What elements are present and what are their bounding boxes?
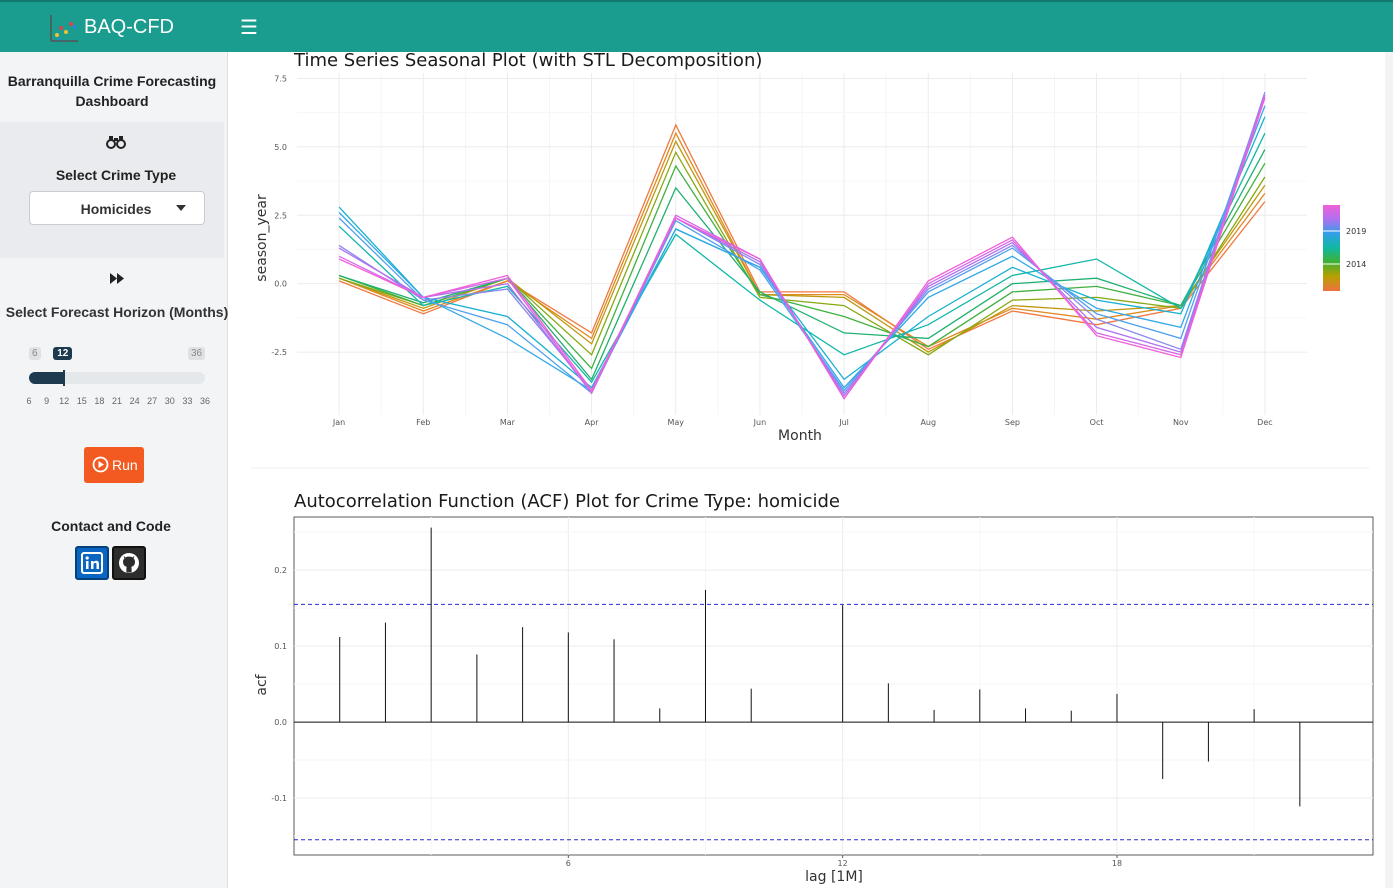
seasonal-x-tick-label: Feb bbox=[416, 418, 430, 427]
seasonal-series-line bbox=[338, 94, 1266, 395]
sidebar: Barranquilla Crime Forecasting Dashboard… bbox=[0, 52, 228, 888]
acf-y-tick-label: 0.0 bbox=[274, 718, 287, 727]
play-circle-icon bbox=[92, 456, 109, 473]
slider-tick-label: 18 bbox=[94, 396, 105, 406]
seasonal-y-tick-label: -2.5 bbox=[271, 348, 287, 357]
forecast-horizon-label: Select Forecast Horizon (Months) bbox=[5, 304, 229, 320]
binoculars-icon bbox=[106, 136, 126, 149]
seasonal-plot-title: Time Series Seasonal Plot (with STL Deco… bbox=[293, 52, 762, 71]
slider-tick-label: 33 bbox=[182, 396, 193, 406]
run-button[interactable]: Run bbox=[84, 447, 144, 483]
acf-x-tick-label: 18 bbox=[1112, 859, 1122, 868]
seasonal-x-tick-label: Jan bbox=[332, 418, 345, 427]
seasonal-legend-colorbar bbox=[1323, 205, 1340, 291]
seasonal-grid bbox=[297, 73, 1307, 415]
acf-grid bbox=[293, 516, 1374, 856]
acf-x-axis-label: lag [1M] bbox=[805, 869, 863, 885]
seasonal-x-tick-label: Dec bbox=[1257, 418, 1272, 427]
github-button[interactable] bbox=[112, 546, 146, 580]
slider-tick-label: 24 bbox=[129, 396, 140, 406]
seasonal-x-tick-label: Apr bbox=[585, 418, 600, 427]
dashboard-title: Barranquilla Crime Forecasting Dashboard bbox=[7, 73, 217, 109]
acf-panel bbox=[293, 516, 1374, 856]
slider-tick-label: 21 bbox=[111, 396, 123, 406]
seasonal-x-tick-label: Jul bbox=[838, 418, 849, 427]
acf-plot-title: Autocorrelation Function (ACF) Plot for … bbox=[294, 491, 840, 512]
acf-y-tick-label: 0.2 bbox=[274, 566, 287, 575]
seasonal-series-line bbox=[338, 105, 1266, 392]
slider-value-label: 12 bbox=[53, 347, 73, 360]
seasonal-y-tick-label: 7.5 bbox=[274, 74, 287, 83]
caret-down-icon bbox=[176, 205, 186, 211]
run-button-label: Run bbox=[112, 457, 138, 473]
crime-type-label: Select Crime Type bbox=[55, 167, 177, 183]
seasonal-x-tick-label: Mar bbox=[500, 418, 516, 427]
seasonal-x-tick-label: Jun bbox=[753, 418, 767, 427]
acf-y-tick-label: 0.1 bbox=[274, 642, 287, 651]
slider-tick-label: 27 bbox=[147, 396, 158, 406]
acf-x-tick-label: 12 bbox=[838, 859, 848, 868]
seasonal-y-tick-label: 2.5 bbox=[274, 211, 287, 220]
seasonal-legend-label: 2019 bbox=[1346, 227, 1366, 236]
hamburger-icon[interactable]: ☰ bbox=[240, 17, 258, 39]
seasonal-series-line bbox=[338, 116, 1266, 389]
slider-handle[interactable] bbox=[63, 370, 66, 386]
seasonal-x-tick-label: Sep bbox=[1005, 418, 1020, 427]
crime-type-panel: Select Crime Type Homicides bbox=[0, 122, 224, 258]
seasonal-x-tick-label: Aug bbox=[920, 418, 936, 427]
contact-heading: Contact and Code bbox=[51, 518, 171, 534]
seasonal-y-tick-label: 5.0 bbox=[274, 143, 287, 152]
acf-x-tick-label: 6 bbox=[566, 859, 571, 868]
app-title: BAQ-CFD bbox=[84, 16, 174, 38]
slider-tick-label: 30 bbox=[164, 396, 175, 406]
acf-plot: Autocorrelation Function (ACF) Plot for … bbox=[254, 491, 1374, 885]
seasonal-y-axis-label: season_year bbox=[254, 194, 270, 282]
seasonal-series-line bbox=[338, 97, 1266, 400]
slider-tick-label: 9 bbox=[44, 396, 50, 406]
slider-tick-label: 12 bbox=[59, 396, 70, 406]
slider-ticks: 6 9 12 15 18 21 24 27 30 33 36 bbox=[26, 396, 210, 406]
charts-canvas: Time Series Seasonal Plot (with STL Deco… bbox=[251, 52, 1374, 885]
page-scrollbar[interactable] bbox=[1385, 52, 1393, 888]
seasonal-x-axis-label: Month bbox=[778, 428, 822, 444]
chart-logo-icon bbox=[50, 15, 78, 42]
linkedin-icon bbox=[81, 552, 103, 574]
top-navbar: BAQ-CFD ☰ bbox=[0, 0, 1393, 52]
seasonal-x-tick-label: Oct bbox=[1090, 418, 1104, 427]
seasonal-y-tick-label: 0.0 bbox=[274, 280, 287, 289]
slider-tick-label: 15 bbox=[76, 396, 87, 406]
linkedin-button[interactable] bbox=[75, 546, 109, 580]
crime-type-select[interactable]: Homicides bbox=[29, 191, 205, 225]
acf-y-tick-label: -0.1 bbox=[271, 794, 287, 803]
seasonal-x-tick-label: Nov bbox=[1173, 418, 1189, 427]
seasonal-x-tick-label: May bbox=[667, 418, 684, 427]
slider-tick-label: 36 bbox=[199, 396, 211, 406]
acf-y-axis-label: acf bbox=[254, 673, 270, 695]
seasonal-series-line bbox=[338, 149, 1266, 381]
slider-fill bbox=[29, 372, 65, 384]
slider-min-label: 6 bbox=[29, 347, 41, 360]
github-icon bbox=[119, 553, 139, 573]
seasonal-legend: 2019 2014 bbox=[1323, 205, 1366, 291]
seasonal-legend-label: 2014 bbox=[1346, 260, 1366, 269]
crime-type-value: Homicides bbox=[80, 201, 152, 217]
fast-forward-icon bbox=[110, 273, 124, 284]
slider-max-label: 36 bbox=[188, 347, 206, 360]
seasonal-plot: Time Series Seasonal Plot (with STL Deco… bbox=[254, 52, 1366, 444]
slider-tick-label: 6 bbox=[26, 396, 32, 406]
main-panel: Time Series Seasonal Plot (with STL Deco… bbox=[229, 52, 1393, 888]
forecast-horizon-slider[interactable] bbox=[29, 370, 205, 386]
